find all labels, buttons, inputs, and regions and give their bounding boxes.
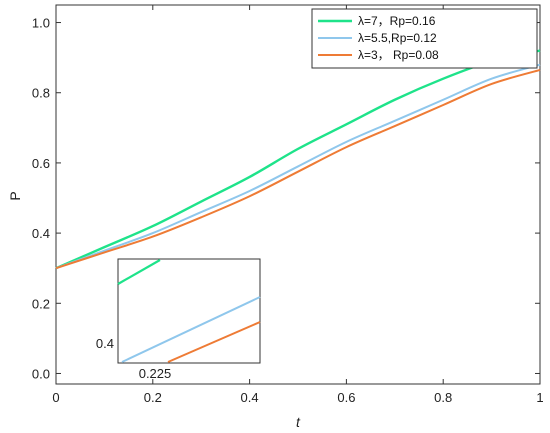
legend-label-3: λ=3， Rp=0.08 bbox=[358, 48, 439, 62]
inset-x-tick-label: 0.225 bbox=[139, 366, 172, 381]
y-tick-label: 0.0 bbox=[32, 366, 50, 381]
inset-y-tick-label: 0.4 bbox=[96, 336, 114, 351]
series-line-1 bbox=[55, 49, 541, 270]
series-line-2 bbox=[55, 63, 541, 270]
inset-line-1 bbox=[117, 259, 161, 285]
y-tick-label: 1.0 bbox=[32, 16, 50, 31]
y-tick-label: 0.8 bbox=[32, 86, 50, 101]
y-tick-label: 0.2 bbox=[32, 296, 50, 311]
inset-line-3 bbox=[167, 321, 261, 363]
x-axis-label: t bbox=[296, 414, 301, 430]
x-tick-label: 0.2 bbox=[144, 390, 162, 405]
x-tick-label: 0.4 bbox=[241, 390, 259, 405]
y-tick-label: 0.4 bbox=[32, 226, 50, 241]
x-tick-label: 1 bbox=[536, 390, 543, 405]
x-tick-label: 0.8 bbox=[434, 390, 452, 405]
inset-zoom: 0.4 0.225 bbox=[96, 258, 261, 381]
series-lines bbox=[55, 49, 541, 270]
legend-label-2: λ=5.5,Rp=0.12 bbox=[358, 31, 437, 45]
series-line-3 bbox=[55, 68, 541, 270]
y-tick-label: 0.6 bbox=[32, 156, 50, 171]
x-tick-label: 0 bbox=[52, 390, 59, 405]
legend-label-1: λ=7，Rp=0.16 bbox=[358, 14, 436, 28]
x-tick-label: 0.6 bbox=[337, 390, 355, 405]
inset-frame bbox=[117, 258, 261, 364]
inset-line-2 bbox=[121, 296, 261, 363]
legend: λ=7，Rp=0.16 λ=5.5,Rp=0.12 λ=3， Rp=0.08 bbox=[311, 8, 538, 69]
axis-ticks: 0 0.2 0.4 0.6 0.8 1 0.0 0.2 0.4 0.6 0.8 1.0 bbox=[32, 5, 544, 405]
y-axis-label: P bbox=[7, 191, 23, 200]
